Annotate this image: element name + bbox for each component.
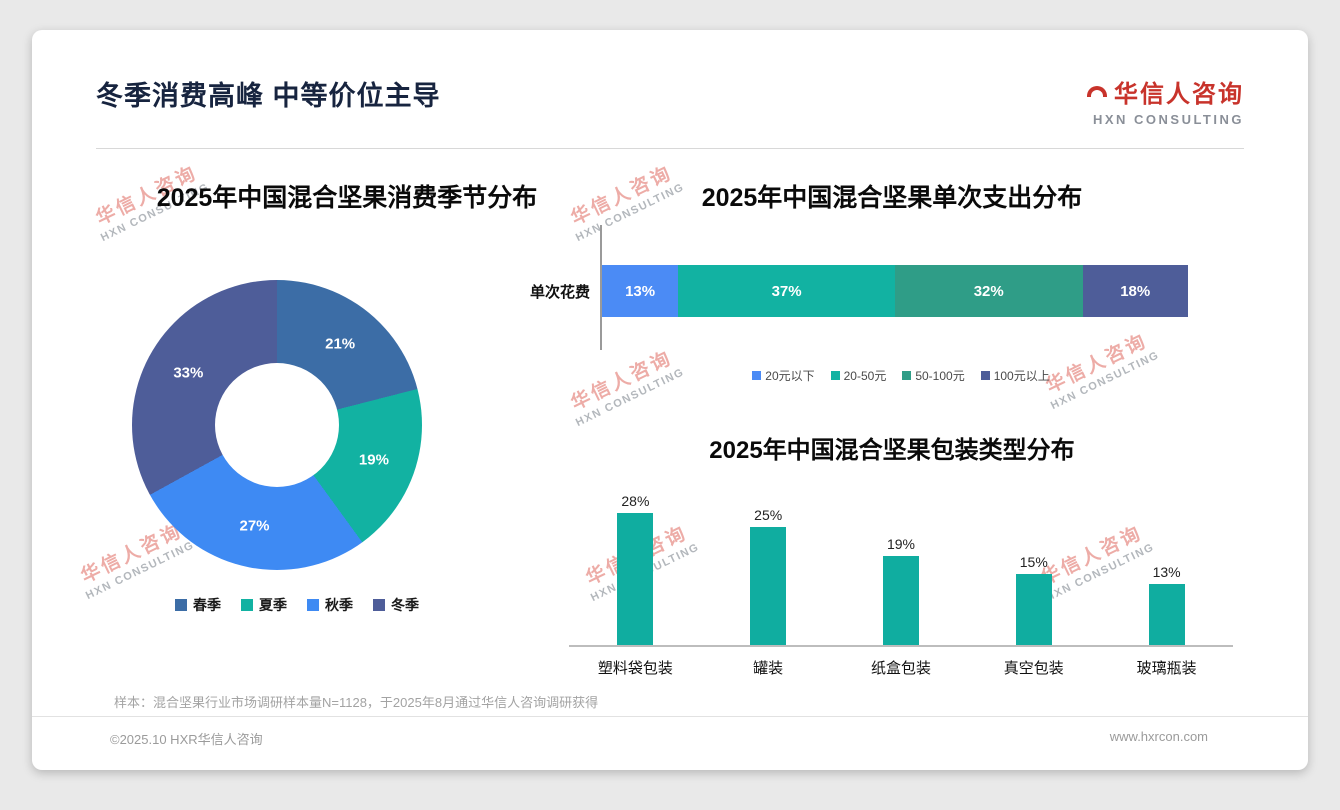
bar-value-label: 13%	[1152, 564, 1181, 580]
spend-bar: 13% 37% 32% 18%	[602, 265, 1188, 317]
legend-swatch-icon	[980, 371, 990, 380]
company-logo: 华信人咨询 HXN CONSULTING	[1087, 74, 1244, 127]
sample-footnote: 样本：混合坚果行业市场调研样本量N=1128，于2025年8月通过华信人咨询调研…	[114, 695, 599, 710]
season-donut: 21% 19% 27% 33%	[132, 280, 422, 570]
season-legend: 春季 夏季 秋季 冬季	[87, 595, 507, 615]
spend-chart-title: 2025年中国混合坚果单次支出分布	[701, 184, 1083, 212]
donut-value-label: 21%	[325, 335, 356, 353]
spend-legend: 20元以下 20-50元 50-100元 100元以上	[614, 367, 1188, 384]
legend-label: 20元以下	[765, 369, 815, 383]
legend-swatch-icon	[241, 599, 253, 611]
legend-label: 50-100元	[915, 369, 965, 383]
legend-swatch-icon	[307, 599, 319, 611]
logo-cn-text: 华信人咨询	[1114, 81, 1244, 108]
bar	[1148, 584, 1185, 645]
bar-category-label: 纸盒包装	[870, 660, 931, 677]
header: 冬季消费高峰 中等价位主导 华信人咨询 HXN CONSULTING	[96, 74, 1244, 127]
slide-card: 华信人咨询 HXN CONSULTING 华信人咨询 HXN CONSULTING 华信…	[32, 30, 1308, 770]
website-url: www.hxrcon.com	[1109, 729, 1208, 744]
footer: ©2025.10 HXR华信人咨询 www.hxrcon.com	[110, 729, 1208, 748]
donut-value-label: 27%	[239, 517, 270, 535]
legend-item: 夏季	[241, 595, 287, 615]
copyright-text: ©2025.10 HXR华信人咨询	[110, 732, 263, 747]
spend-segment: 13%	[602, 265, 679, 317]
bar-category-label: 塑料袋包装	[597, 660, 673, 677]
spend-row-label: 单次花费	[529, 284, 590, 301]
season-chart-title: 2025年中国混合坚果消费季节分布	[156, 184, 538, 212]
bar-value-label: 25%	[754, 507, 783, 523]
donut-value-label: 19%	[358, 451, 389, 469]
legend-label: 冬季	[391, 597, 419, 613]
legend-label: 100元以上	[993, 369, 1050, 383]
legend-item: 秋季	[307, 595, 353, 615]
legend-item: 20-50元	[830, 367, 887, 384]
pack-category-labels: 塑料袋包装 罐装 纸盒包装 真空包装 玻璃瓶装	[569, 657, 1233, 678]
donut-value-label: 33%	[173, 364, 204, 382]
bar	[882, 556, 919, 645]
spend-segment: 32%	[894, 265, 1083, 317]
bar-category-label: 罐装	[753, 660, 784, 677]
content-layer: 冬季消费高峰 中等价位主导 华信人咨询 HXN CONSULTING 2025年…	[32, 30, 1308, 770]
spend-segment: 18%	[1082, 265, 1188, 317]
logo-arc-icon	[1087, 86, 1107, 97]
bar-value-label: 28%	[621, 493, 650, 509]
legend-swatch-icon	[830, 371, 840, 380]
legend-item: 冬季	[373, 595, 419, 615]
pack-column: 28%	[570, 493, 700, 645]
pack-column: 25%	[703, 507, 833, 645]
legend-swatch-icon	[902, 371, 912, 380]
legend-swatch-icon	[752, 371, 762, 380]
bar-value-label: 15%	[1019, 554, 1048, 570]
donut-hole	[215, 363, 339, 487]
bar	[617, 513, 654, 645]
pack-axis-line	[569, 645, 1233, 647]
spend-segment: 37%	[678, 265, 895, 317]
legend-label: 春季	[193, 597, 221, 613]
logo-en-text: HXN CONSULTING	[1092, 112, 1244, 127]
legend-item: 20元以下	[752, 367, 815, 384]
legend-item: 50-100元	[902, 367, 965, 384]
legend-item: 100元以上	[980, 367, 1050, 384]
pack-column: 19%	[836, 536, 966, 645]
bar-category-label: 玻璃瓶装	[1136, 660, 1197, 677]
legend-item: 春季	[175, 595, 221, 615]
header-divider	[96, 148, 1244, 149]
spend-axis-line	[600, 225, 602, 350]
legend-label: 秋季	[325, 597, 353, 613]
legend-swatch-icon	[175, 599, 187, 611]
bar-value-label: 19%	[886, 536, 915, 552]
pack-column: 13%	[1102, 564, 1232, 645]
page-title: 冬季消费高峰 中等价位主导	[96, 81, 441, 111]
footer-divider	[32, 716, 1308, 717]
legend-label: 夏季	[259, 597, 287, 613]
legend-label: 20-50元	[843, 369, 887, 383]
packaging-chart-title: 2025年中国混合坚果包装类型分布	[709, 437, 1075, 464]
legend-swatch-icon	[373, 599, 385, 611]
bar	[750, 527, 787, 645]
logo-cn-row: 华信人咨询	[1087, 74, 1244, 109]
bar	[1015, 574, 1052, 645]
bar-category-label: 真空包装	[1003, 660, 1064, 677]
pack-chart: 28% 25% 19% 15% 13%	[569, 482, 1233, 645]
pack-column: 15%	[969, 554, 1099, 645]
